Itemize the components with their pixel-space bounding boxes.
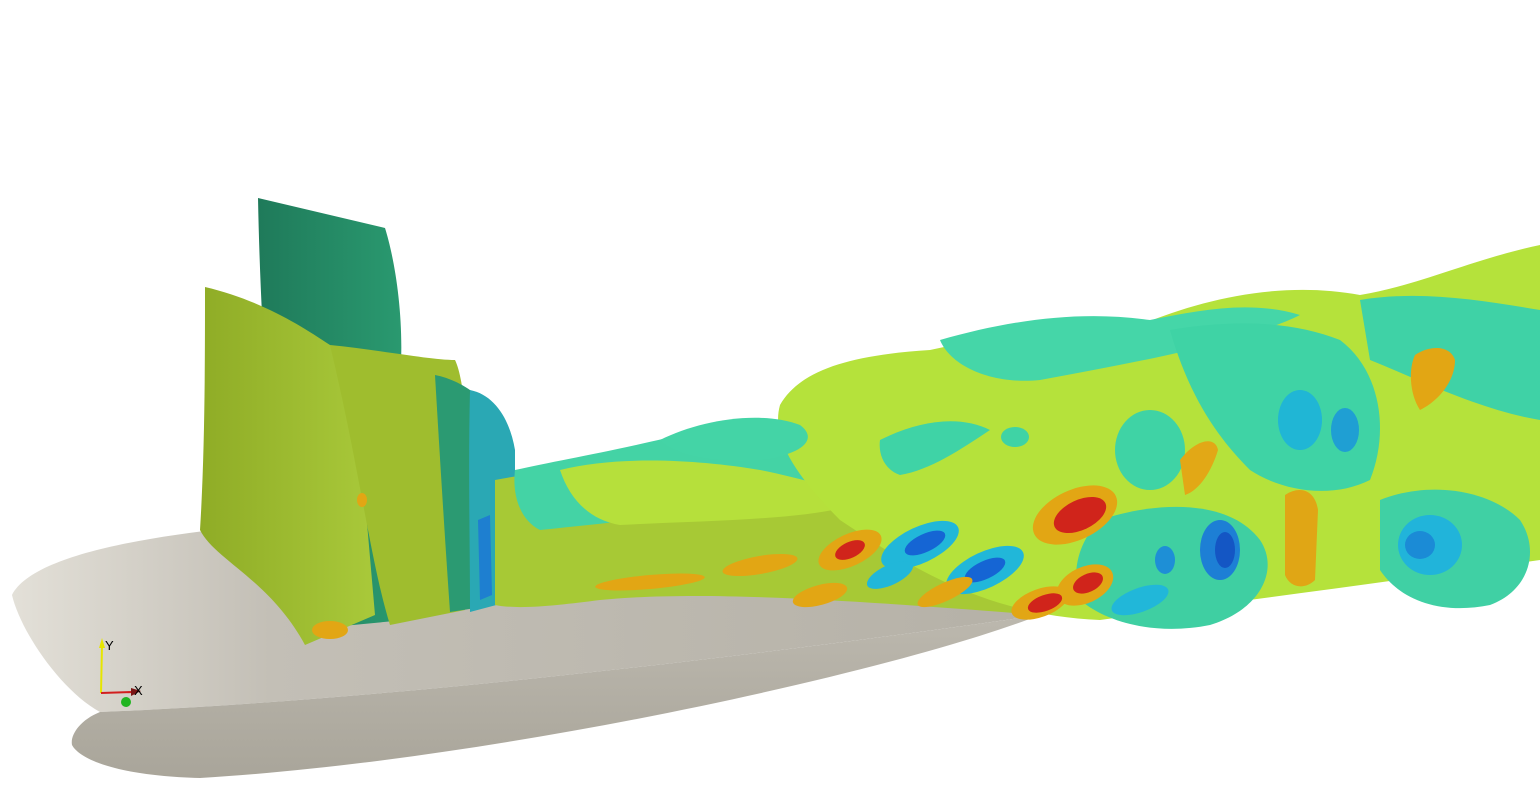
tube-opening-1 [1115,410,1185,490]
orange-streak-a [722,553,798,577]
cyan-core-c [866,561,914,589]
orange-tube-2 [1285,490,1318,587]
orange-streak-e [312,621,348,639]
orientation-axes: Y X [99,638,143,707]
tube-opening-3 [1278,390,1322,450]
red-core-a [1053,496,1107,534]
wake-yellow-layer [560,460,870,525]
cyan-core-d [1111,584,1169,616]
orange-streak-b [595,573,705,591]
orange-streak-c [792,582,848,608]
red-core-d [835,540,865,560]
vortex-wall-structures [200,198,515,645]
blue-fin-patch [478,515,492,600]
y-axis-label: Y [105,638,114,653]
tube-opening-4 [1331,408,1359,452]
tube-opening-2 [1001,427,1029,447]
orange-tube-3 [1180,441,1218,495]
orange-streak-f [357,493,367,507]
red-core-b [1073,572,1103,594]
front-olive-wall [200,287,375,645]
teal-mid-wisp [879,421,990,475]
vorticity-cores [312,485,1169,639]
tube-opening-8 [1405,531,1435,559]
y-axis-line [100,644,103,694]
x-axis-line [100,691,134,694]
tube-opening-6 [1215,532,1235,568]
z-axis-marker [121,697,131,707]
blue-core-a [904,530,946,556]
teal-upper-left-bubble [660,417,808,461]
x-axis-label: X [134,683,143,698]
teal-loop-1 [1170,323,1380,491]
red-core-c [1027,593,1063,613]
y-axis-arrow [99,638,105,648]
orange-tube-1 [1410,348,1455,410]
airfoil-underside [71,615,1040,778]
orange-streak-d [917,576,973,608]
x-axis-arrow [131,688,141,696]
mid-olive-wall [330,345,470,625]
blue-core-b [964,557,1006,583]
vortex-tubes [660,245,1540,629]
tube-opening-9 [1155,546,1175,574]
